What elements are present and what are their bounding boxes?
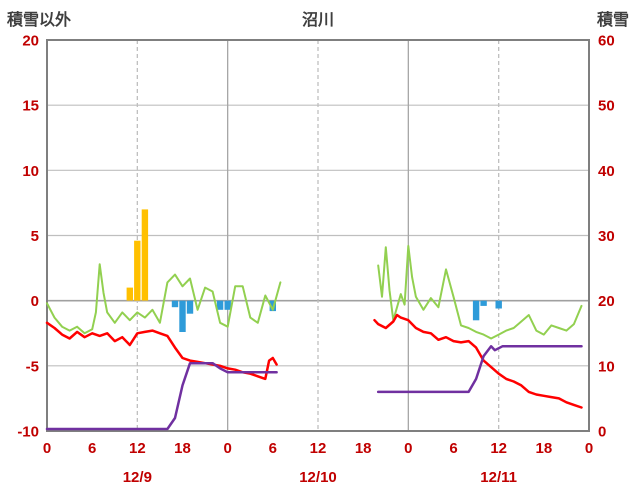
tick-label: 18 bbox=[174, 440, 191, 457]
horizontal-gridlines bbox=[47, 104, 589, 367]
tick-label: 12/11 bbox=[480, 469, 517, 486]
tick-label: 6 bbox=[449, 440, 457, 457]
tick-label: 6 bbox=[269, 440, 277, 457]
tick-label: 6 bbox=[88, 440, 96, 457]
tick-label: 15 bbox=[22, 98, 39, 115]
plot-frame bbox=[46, 39, 590, 432]
tick-label: 50 bbox=[598, 98, 615, 115]
tick-label: 40 bbox=[598, 163, 615, 180]
tick-label: 0 bbox=[598, 424, 606, 441]
series-green-line bbox=[46, 244, 583, 340]
tick-label: 10 bbox=[22, 163, 39, 180]
tick-label: -10 bbox=[17, 424, 39, 441]
tick-label: 18 bbox=[355, 440, 372, 457]
left-axis-title: 積雪以外 bbox=[7, 12, 72, 29]
right-axis-title: 積雪 bbox=[596, 12, 629, 29]
vertical-gridlines bbox=[136, 40, 500, 431]
tick-label: 18 bbox=[535, 440, 552, 457]
tick-label: 12/10 bbox=[299, 469, 337, 486]
chart-title: 沼川 bbox=[301, 12, 334, 29]
tick-label: 20 bbox=[22, 33, 39, 50]
tick-label: 0 bbox=[43, 440, 51, 457]
tick-label: 0 bbox=[404, 440, 412, 457]
tick-label: 60 bbox=[598, 33, 615, 50]
tick-label: 20 bbox=[598, 293, 615, 310]
series-snow-depth-line-purple bbox=[45, 345, 583, 431]
tick-label: 12 bbox=[310, 440, 327, 457]
tick-label: 12 bbox=[490, 440, 507, 457]
tick-label: 10 bbox=[598, 358, 615, 375]
tick-label: 5 bbox=[31, 228, 39, 245]
tick-label: 12 bbox=[129, 440, 146, 457]
tick-label: 30 bbox=[598, 228, 615, 245]
series-melt-bars-blue bbox=[171, 300, 502, 332]
tick-label: 12/9 bbox=[123, 469, 152, 486]
tick-label: 0 bbox=[585, 440, 593, 457]
tick-label: 0 bbox=[31, 293, 39, 310]
tick-label: -5 bbox=[26, 358, 39, 375]
series-red-line bbox=[45, 313, 583, 409]
tick-label: 0 bbox=[223, 440, 231, 457]
series-snowfall-bars-orange bbox=[126, 209, 149, 301]
